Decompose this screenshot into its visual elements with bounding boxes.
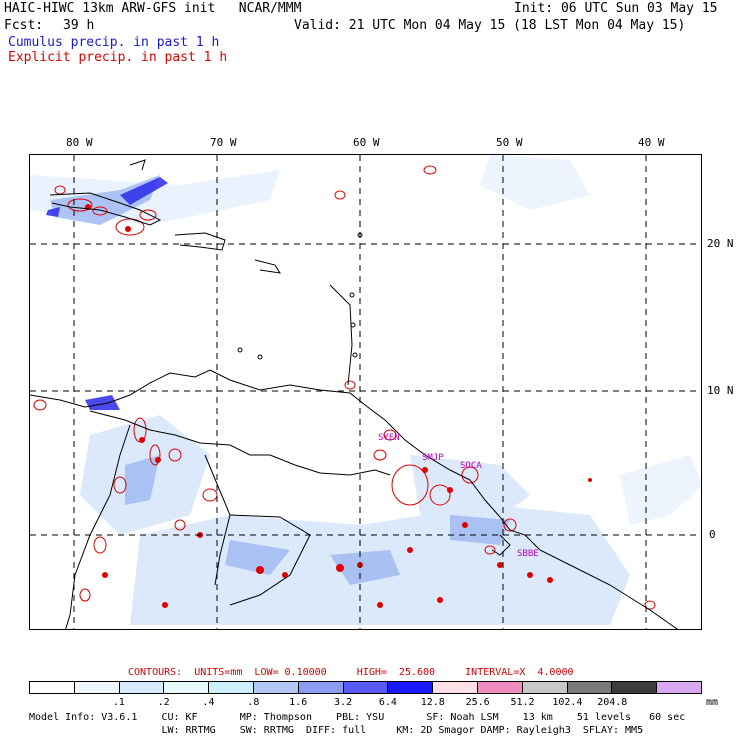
colorbar-cell: [433, 682, 478, 693]
lat-label-10n: 10 N: [707, 384, 734, 397]
colorbar-cell: [657, 682, 701, 693]
colorbar-cell: [477, 682, 523, 693]
heavy-precip-band: [46, 177, 168, 410]
colorbar-units: mm: [706, 697, 719, 708]
colorbar-cell: [567, 682, 613, 693]
colorbar-tick-label: 1.6: [289, 697, 308, 708]
lon-label-40w: 40 W: [638, 136, 665, 149]
site-label-syen: SYEN: [378, 433, 400, 443]
colorbar-tick-label: 204.8: [597, 697, 628, 708]
lat-label-20n: 20 N: [707, 237, 734, 250]
moderate-precip-field: [50, 175, 510, 585]
colorbar-cell: [164, 682, 210, 693]
colorbar-cell: [74, 682, 120, 693]
chart-title: HAIC-HIWC 13km ARW-GFS init NCAR/MMM: [4, 1, 302, 16]
precip-map: SYEN SMJP SOCA SBBE: [29, 154, 702, 630]
colorbar-tick-label: 3.2: [334, 697, 353, 708]
lon-label-80w: 80 W: [66, 136, 93, 149]
forecast-hours: 39 h: [63, 18, 95, 33]
colorbar-cell: [209, 682, 254, 693]
colorbar-cell: [119, 682, 165, 693]
site-label-sbbe: SBBE: [517, 549, 539, 559]
site-label-soca: SOCA: [460, 461, 482, 471]
colorbar: [29, 681, 702, 694]
forecast-label: Fcst:: [4, 18, 44, 33]
colorbar-tick-label: 12.8: [420, 697, 445, 708]
model-info-line1: Model Info: V3.6.1 CU: KF MP: Thompson P…: [29, 712, 686, 723]
colorbar-tick-label: .2: [157, 697, 170, 708]
lat-label-0: 0: [709, 528, 716, 541]
lon-label-70w: 70 W: [210, 136, 237, 149]
colorbar-cell: [612, 682, 658, 693]
colorbar-tick-label: 6.4: [378, 697, 397, 708]
map-canvas: [30, 155, 701, 629]
valid-time: Valid: 21 UTC Mon 04 May 15 (18 LST Mon …: [294, 18, 686, 33]
explicit-precip-cells: [85, 204, 592, 608]
lon-label-60w: 60 W: [353, 136, 380, 149]
colorbar-tick-label: 102.4: [552, 697, 583, 708]
colorbar-tick-label: .1: [112, 697, 125, 708]
init-time: Init: 06 UTC Sun 03 May 15: [514, 1, 718, 16]
colorbar-tick-label: 51.2: [510, 697, 535, 708]
colorbar-tick-label: 25.6: [465, 697, 490, 708]
colorbar-cell: [522, 682, 568, 693]
legend-cumulus: Cumulus precip. in past 1 h: [8, 35, 220, 50]
colorbar-tick-label: .4: [202, 697, 215, 708]
graticule: [30, 155, 701, 629]
site-label-smjp: SMJP: [422, 453, 444, 463]
colorbar-cell: [30, 682, 75, 693]
colorbar-cell: [343, 682, 389, 693]
colorbar-cell: [298, 682, 344, 693]
model-info-line2: LW: RRTMG SW: RRTMG DIFF: full KM: 2D Sm…: [29, 725, 644, 736]
colorbar-cell: [388, 682, 434, 693]
contours-caption: CONTOURS: UNITS=mm LOW= 0.10000 HIGH= 25…: [128, 667, 574, 678]
colorbar-tick-label: .8: [247, 697, 260, 708]
colorbar-cell: [253, 682, 299, 693]
legend-explicit: Explicit precip. in past 1 h: [8, 50, 228, 65]
lon-label-50w: 50 W: [496, 136, 523, 149]
